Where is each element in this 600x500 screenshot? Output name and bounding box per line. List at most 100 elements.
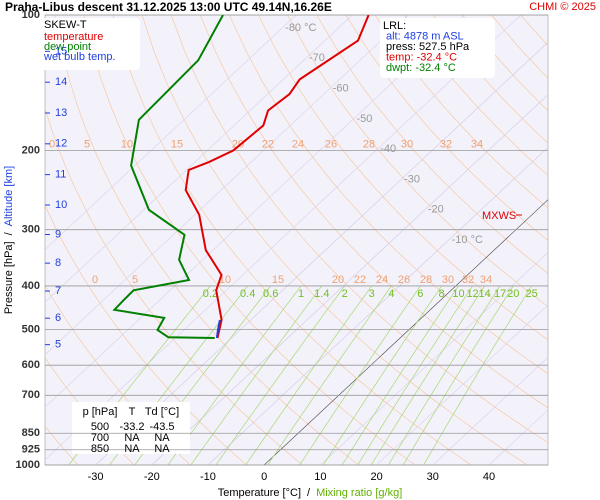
mixing-ratio-label: 0.4	[240, 288, 255, 300]
lrl-text: press: 527.5 hPa	[386, 41, 470, 53]
altitude-label: 9	[55, 228, 61, 240]
separator: /	[307, 487, 311, 499]
mixing-ratio-label: 3	[369, 288, 375, 300]
x-axis-label: Temperature [°C] / Mixing ratio [g/kg]	[218, 487, 403, 499]
x-tick-label: 30	[427, 471, 439, 483]
dry-adiabat	[345, 15, 548, 242]
lrl-text: temp: -32.4 °C	[386, 51, 457, 63]
lrl-text: dwpt: -32.4 °C	[386, 62, 456, 74]
moist-adiabat-label: 28	[363, 138, 375, 150]
moist-adiabat-label: 22	[354, 274, 366, 286]
table-cell: 700	[91, 432, 109, 444]
legend-box	[40, 18, 140, 70]
x-tick-label: -20	[144, 471, 160, 483]
table-cell: -33.2	[119, 421, 144, 433]
altitude-label: 7	[55, 285, 61, 297]
y-tick-label: 925	[22, 444, 40, 456]
isotherm	[45, 15, 409, 356]
y2-label: Altitude [km]	[3, 166, 15, 227]
isotherm	[151, 94, 548, 465]
x-tick-label: 20	[370, 471, 382, 483]
moist-adiabat-label: 26	[325, 138, 337, 150]
annotation: MXWS	[482, 210, 516, 222]
isotherm	[320, 251, 548, 465]
isotherm-label: -80 °C	[285, 22, 316, 34]
table-cell: 850	[91, 443, 109, 455]
isotherm-label: -40	[380, 143, 396, 155]
moist-adiabat-label: 0	[49, 138, 55, 150]
y-label: Pressure [hPa]	[3, 241, 15, 314]
mixing-ratio-label: 25	[526, 288, 538, 300]
y-tick-label: 300	[22, 224, 40, 236]
isotherm	[45, 15, 353, 303]
mixing-ratio-label: 14	[479, 288, 491, 300]
isotherm	[263, 199, 548, 465]
mixing-ratio-label: 0.6	[263, 288, 278, 300]
y-tick-label: 200	[22, 144, 40, 156]
mixing-ratio-label: 1.4	[314, 288, 329, 300]
moist-adiabat-label: 34	[480, 274, 492, 286]
mixing-ratio-label: 0.2	[203, 288, 218, 300]
profile-line	[215, 319, 221, 339]
x-tick-label: 40	[483, 471, 495, 483]
legend-title: SKEW-T	[44, 19, 87, 31]
x-tick-label: 0	[261, 471, 267, 483]
dry-adiabat	[229, 15, 548, 375]
altitude-label: 13	[55, 107, 67, 119]
moist-adiabat-label: 32	[462, 274, 474, 286]
moist-adiabat-label: 0	[92, 274, 98, 286]
altitude-label: 5	[55, 339, 61, 351]
altitude-label: 15	[55, 45, 67, 57]
isotherm-label: -60	[333, 83, 349, 95]
table-cell: NA	[154, 432, 170, 444]
y-tick-label: 850	[22, 427, 40, 439]
dry-adiabat	[199, 15, 548, 409]
altitude-label: 8	[55, 257, 61, 269]
isotherm-label: -10 °C	[452, 234, 483, 246]
moist-adiabat-label: 22	[262, 138, 274, 150]
moist-adiabat-label: 24	[292, 138, 304, 150]
moist-adiabat-label: 15	[171, 138, 183, 150]
table-cell: NA	[124, 432, 140, 444]
table-cell: NA	[124, 443, 140, 455]
dry-adiabat	[316, 15, 548, 274]
separator: /	[3, 231, 15, 235]
altitude-label: 14	[55, 76, 67, 88]
moist-adiabat-label: 32	[440, 138, 452, 150]
mixing-ratio-label: 1	[298, 288, 304, 300]
lrl-text: alt: 4878 m ASL	[386, 30, 464, 42]
mixing-ratio-label: 6	[417, 288, 423, 300]
y-tick-label: 600	[22, 359, 40, 371]
mixing-ratio-label: 4	[388, 288, 394, 300]
moist-adiabat-label: 24	[376, 274, 388, 286]
mixing-ratio-label: 12	[466, 288, 478, 300]
legend-label: temperature	[44, 31, 103, 43]
isotherm	[432, 356, 548, 465]
mixing-ratio-label: 2	[342, 288, 348, 300]
x-label: Temperature [°C]	[218, 487, 301, 499]
moist-adiabat-label: 5	[84, 138, 90, 150]
moist-adiabat-label: 10	[121, 138, 133, 150]
x2-label: Mixing ratio [g/kg]	[316, 487, 402, 499]
x-tick-label: 10	[314, 471, 326, 483]
moist-adiabat-label: 30	[442, 274, 454, 286]
y-tick-label: 1000	[16, 459, 40, 471]
dry-adiabat	[374, 15, 548, 209]
altitude-label: 10	[55, 199, 67, 211]
x-tick-label: -10	[200, 471, 216, 483]
moist-adiabat-label: 20	[232, 138, 244, 150]
isotherm	[45, 15, 465, 408]
isotherm	[45, 15, 522, 461]
table-header: Td [°C]	[145, 406, 179, 418]
mixing-ratio-label: 10	[452, 288, 464, 300]
y-tick-label: 500	[22, 323, 40, 335]
plot-area	[44, 14, 549, 466]
moist-adiabat-label: 30	[401, 138, 413, 150]
y-tick-label: 100	[22, 9, 40, 21]
chart-title: Praha-Libus descent 31.12.2025 13:00 UTC…	[5, 0, 332, 14]
isotherm-label: -70	[309, 52, 325, 64]
moist-adiabat-label: 10	[219, 274, 231, 286]
table-cell: NA	[154, 443, 170, 455]
altitude-label: 11	[55, 169, 66, 181]
